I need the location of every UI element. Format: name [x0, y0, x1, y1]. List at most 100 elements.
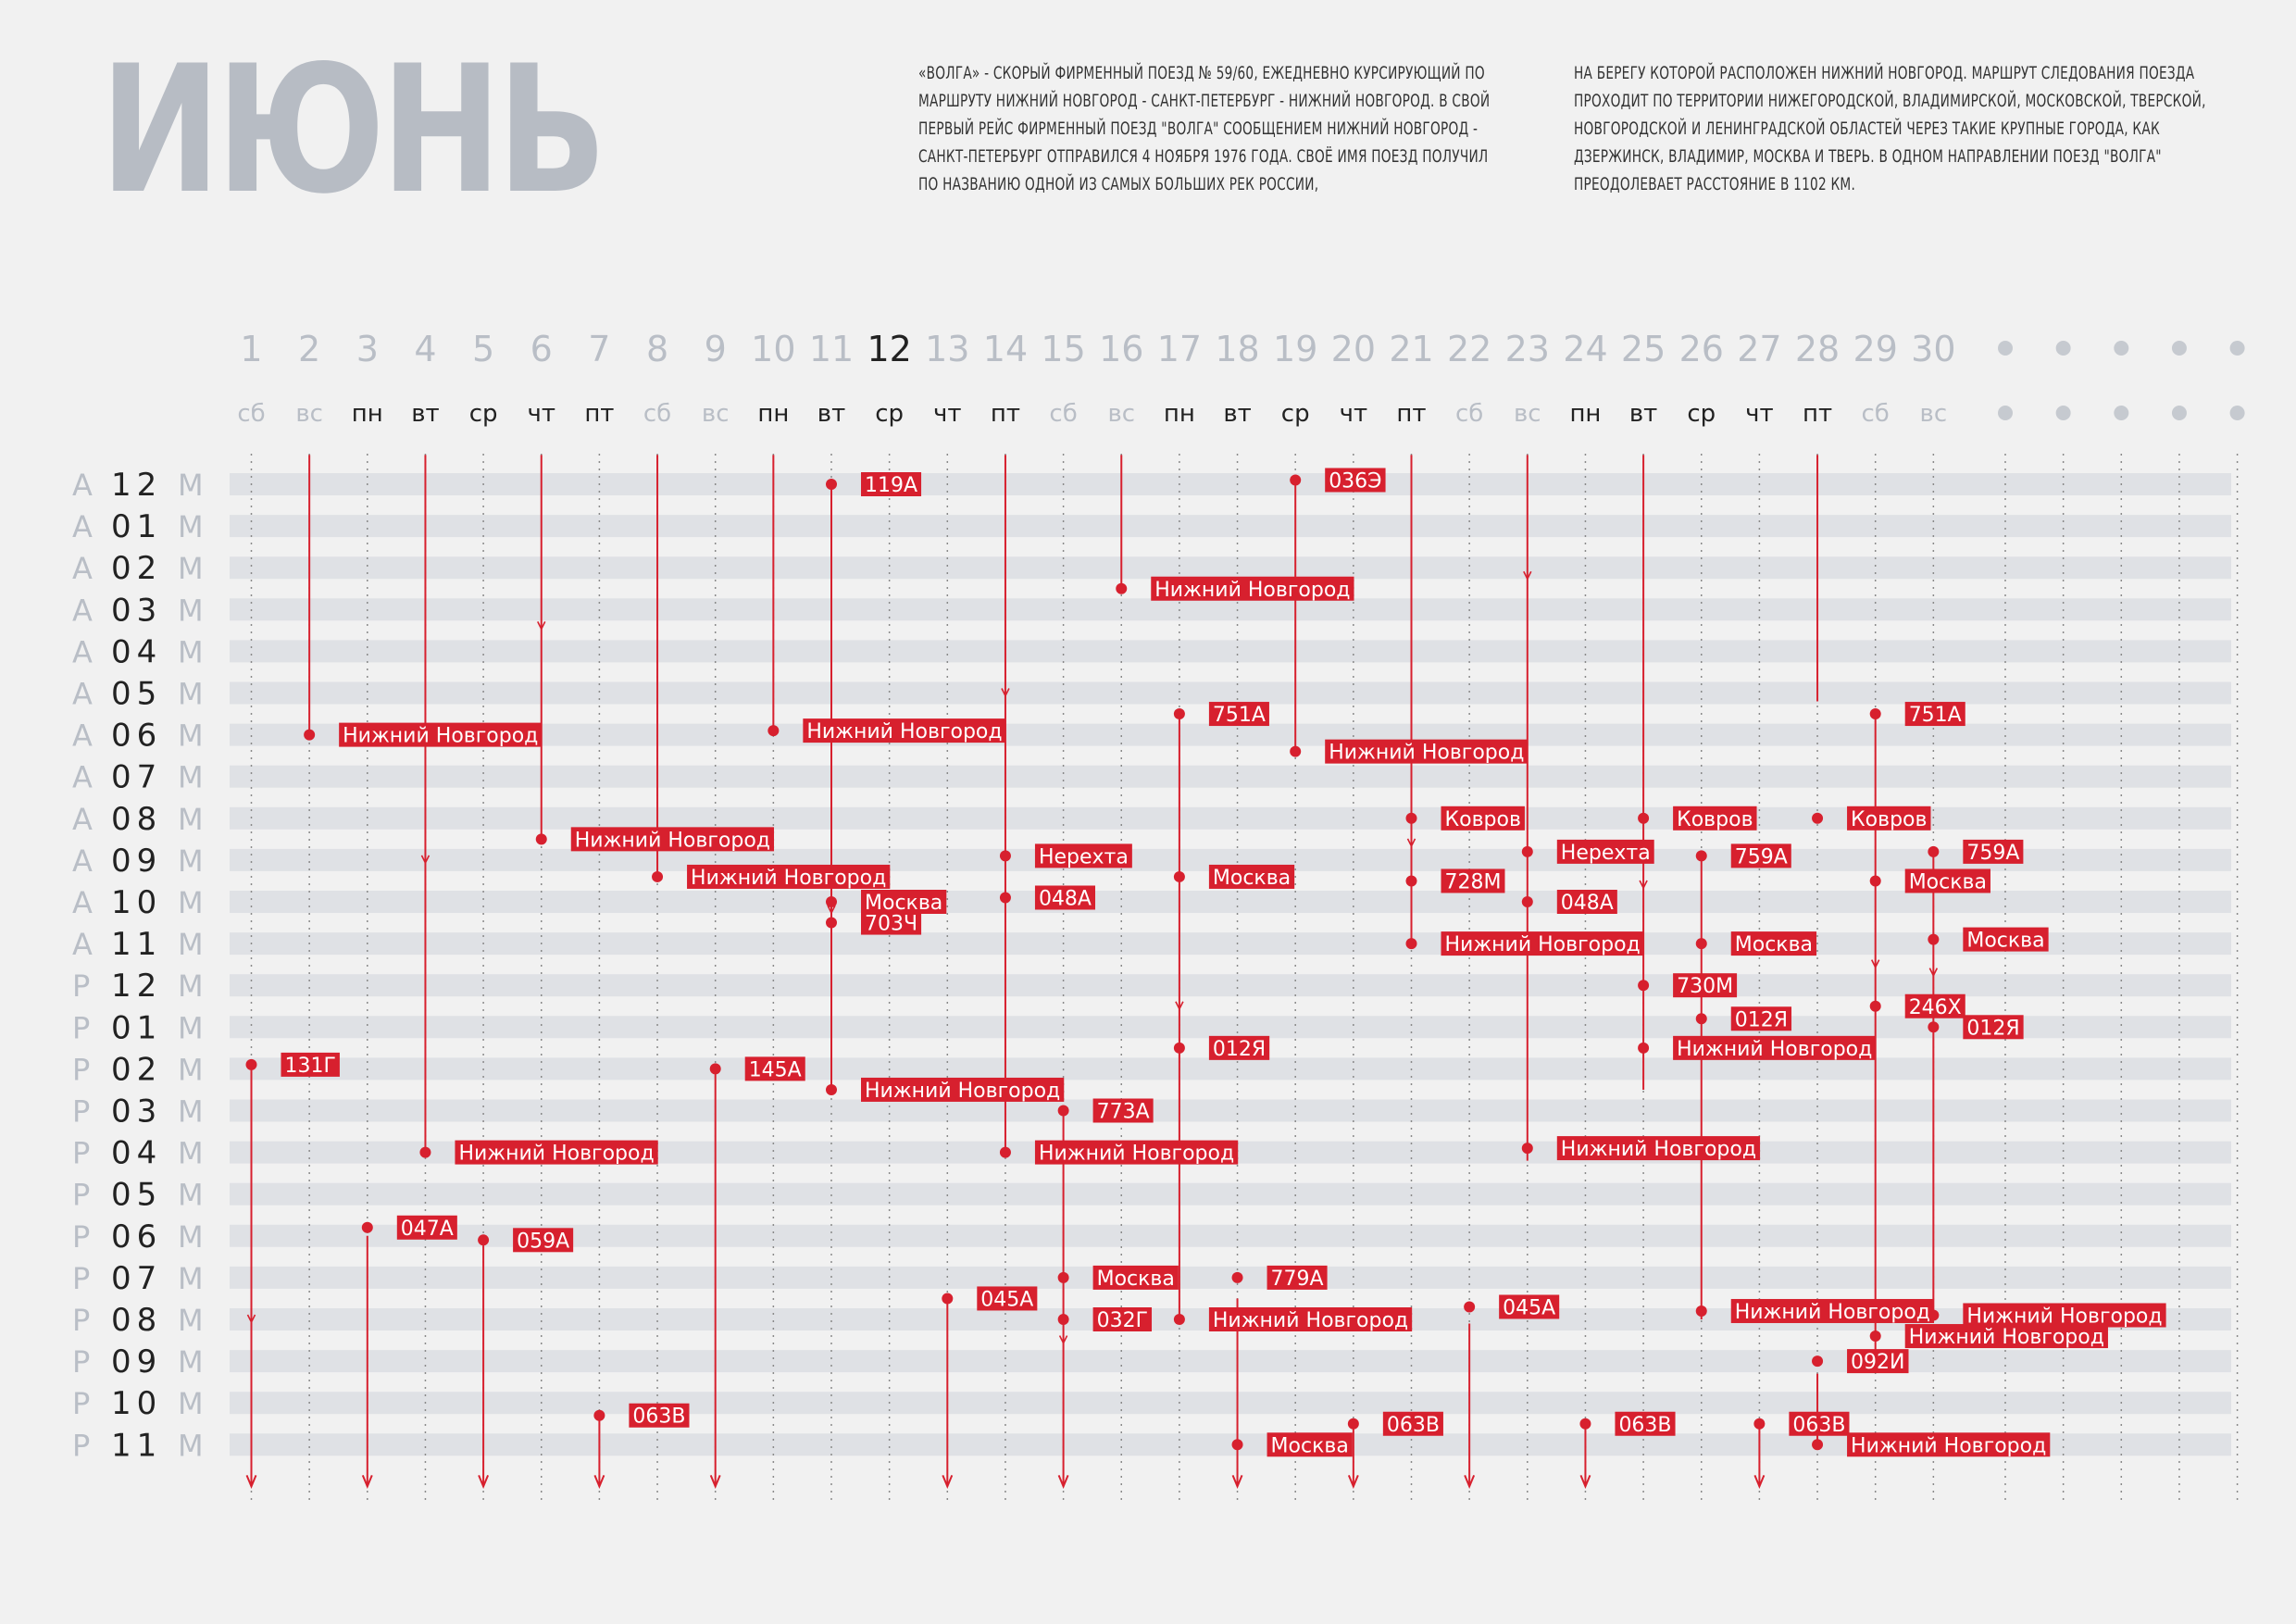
route-chevron	[1639, 880, 1648, 890]
event-label-text: Нижний Новгород	[1154, 579, 1350, 602]
event-label-bg	[1904, 702, 1965, 727]
event-dot	[999, 1146, 1011, 1158]
hour-suffix: М	[178, 760, 204, 795]
event-label-bg	[1034, 843, 1132, 868]
event-label-bg	[1847, 1432, 2051, 1457]
event-label-bg	[339, 722, 543, 747]
event-label: Нижний Новгород	[1963, 1303, 2166, 1328]
event-label-text: Нижний Новгород	[458, 1143, 654, 1166]
event-dot	[999, 850, 1011, 862]
day-number: 15	[1041, 329, 1085, 369]
day-number: 21	[1389, 329, 1433, 369]
hour-label: 10	[111, 1385, 162, 1422]
event-label-bg	[1092, 1307, 1153, 1331]
event-label-bg	[1730, 1006, 1792, 1031]
empty-day-dot	[2229, 406, 2245, 420]
hour-ampm: А	[72, 802, 93, 837]
weekday-label: вт	[1629, 400, 1657, 428]
event-label-bg	[1730, 1298, 1935, 1323]
event-label: Нижний Новгород	[570, 827, 775, 852]
weekday-label: сб	[237, 400, 265, 428]
event-label-text: 728М	[1445, 870, 1502, 893]
event-label-bg	[977, 1286, 1038, 1311]
event-label-bg	[1441, 931, 1644, 956]
hour-band	[230, 1057, 2231, 1081]
hour-band	[230, 473, 2231, 495]
weekday-label: ср	[1687, 400, 1716, 428]
route-chevron	[246, 1314, 256, 1324]
hour-label: 05	[111, 676, 162, 713]
event-label-text: 779А	[1271, 1268, 1324, 1291]
event-label-bg	[861, 472, 922, 496]
event-dot	[826, 479, 837, 490]
route-chevron	[827, 905, 836, 915]
event-label: 246Х	[1904, 993, 1965, 1019]
event-label-bg	[1556, 839, 1654, 864]
event-label: Ковров	[1441, 806, 1525, 831]
hour-band	[230, 1099, 2231, 1122]
hour-band	[230, 1350, 2231, 1373]
description-column-2: на берегу которой расположен Нижний Новг…	[1574, 63, 2206, 194]
hour-suffix: М	[178, 1094, 204, 1130]
hour-ampm: Р	[72, 1344, 90, 1380]
weekday-label: вт	[411, 400, 439, 428]
hour-label: 06	[111, 1218, 162, 1255]
hour-label: 02	[111, 1051, 162, 1088]
event-label-text: 059А	[517, 1230, 569, 1253]
event-dot	[1405, 812, 1417, 824]
event-label: 048А	[1556, 890, 1617, 915]
hour-label: 01	[111, 508, 162, 545]
event-dot	[652, 870, 664, 882]
hour-band	[230, 556, 2231, 580]
event-dot	[478, 1234, 490, 1246]
event-label: Нижний Новгород	[1208, 1307, 1413, 1332]
hour-suffix: М	[178, 968, 204, 1004]
event-dot	[1521, 845, 1533, 857]
weekday-label: вт	[817, 400, 845, 428]
day-number: 5	[472, 329, 494, 369]
weekday-label: пт	[1396, 400, 1426, 428]
weekday-label: вс	[295, 400, 323, 428]
event-label-text: Нижний Новгород	[1329, 742, 1524, 765]
event-dot	[535, 833, 547, 845]
hour-suffix: М	[178, 927, 204, 962]
event-dot	[826, 1083, 837, 1095]
hour-ampm: А	[72, 509, 93, 544]
hour-band	[230, 598, 2231, 621]
weekday-label: ср	[875, 400, 904, 428]
event-label: Нижний Новгород	[861, 1077, 1065, 1103]
event-label-bg	[629, 1403, 690, 1428]
event-label-bg	[803, 718, 1006, 743]
event-label: Нижний Новгород	[1151, 576, 1354, 602]
hour-band	[230, 640, 2231, 663]
event-label-text: 048А	[1039, 887, 1092, 910]
event-dot	[1521, 1143, 1533, 1155]
event-label-bg	[861, 910, 922, 935]
hour-suffix: М	[178, 677, 204, 712]
event-label-bg	[1963, 839, 2024, 864]
event-label-bg	[1034, 1140, 1239, 1165]
day-number: 17	[1157, 329, 1202, 369]
event-label-text: Нижний Новгород	[1851, 1434, 2046, 1457]
hour-band	[230, 765, 2231, 788]
event-dot	[999, 892, 1011, 904]
hour-suffix: М	[178, 468, 204, 503]
empty-day-dot	[2171, 341, 2187, 356]
event-label-bg	[1615, 1411, 1676, 1436]
day-number: 3	[356, 329, 379, 369]
event-label-text: Нерехта	[1039, 845, 1129, 868]
day-number: 2	[298, 329, 320, 369]
hour-suffix: М	[178, 509, 204, 544]
event-label-bg	[861, 1077, 1065, 1102]
day-number: 14	[983, 329, 1028, 369]
empty-day-dot	[2171, 406, 2187, 420]
event-label-text: 751А	[1213, 704, 1266, 727]
event-label: 773А	[1092, 1098, 1154, 1124]
event-label-bg	[861, 890, 947, 914]
event-dot	[593, 1409, 605, 1421]
hour-label: 03	[111, 1093, 162, 1131]
event-label: Нижний Новгород	[1325, 739, 1529, 765]
route-arrow	[1579, 1475, 1591, 1489]
event-label-text: 012Я	[1966, 1017, 2019, 1040]
